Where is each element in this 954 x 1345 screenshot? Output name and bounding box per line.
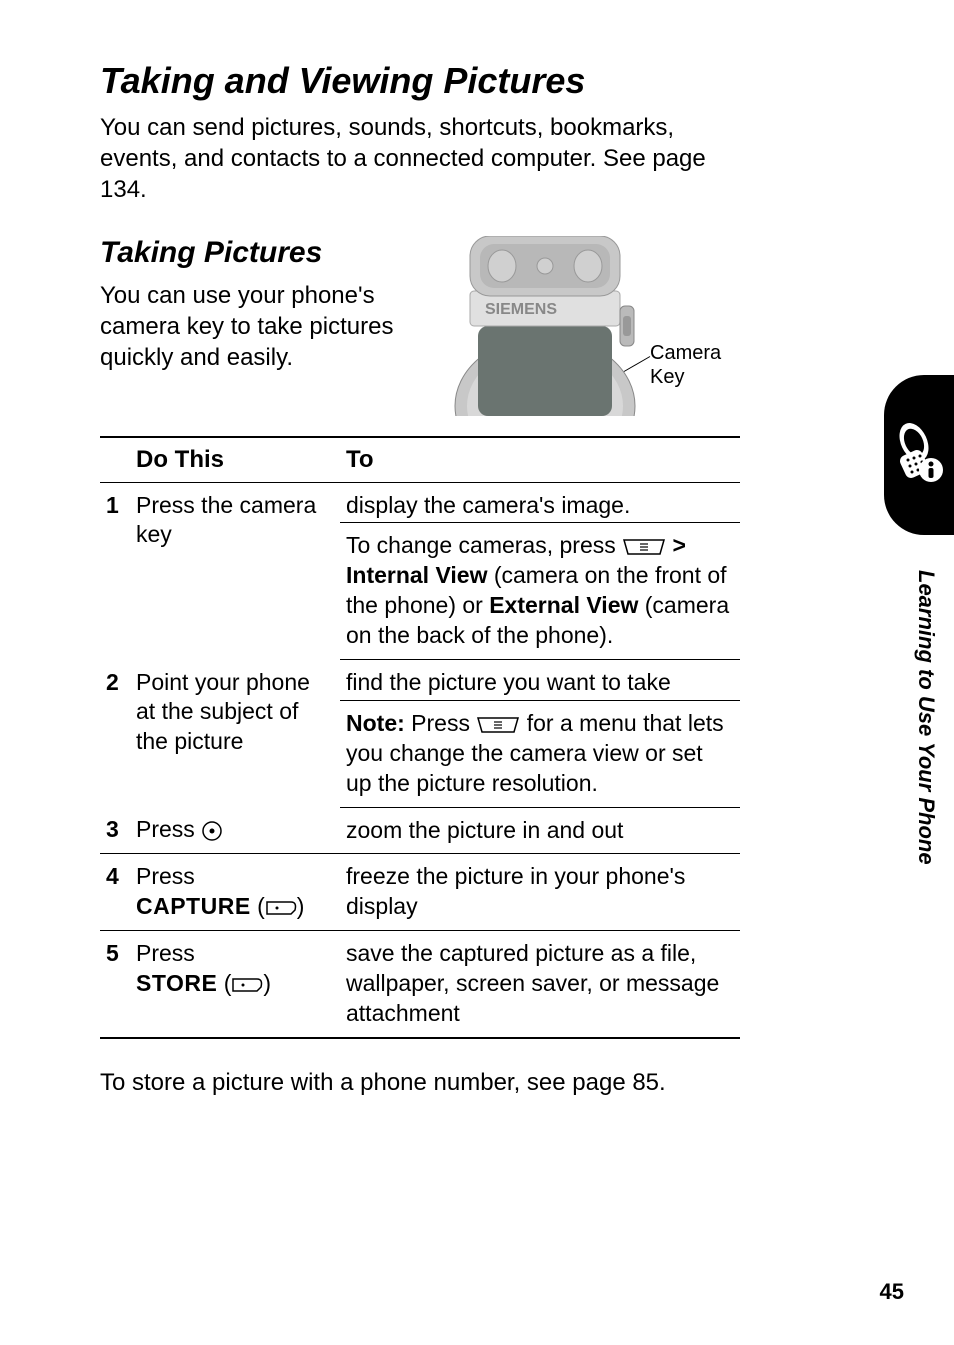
- chapter-label: Learning to Use Your Phone: [913, 570, 939, 865]
- nav-key-icon: [201, 820, 223, 842]
- phone-brand-text: SIEMENS: [485, 301, 557, 318]
- step-result-detail: Note: Press for a menu that lets you cha…: [340, 700, 740, 807]
- step-number: 4: [100, 854, 130, 931]
- text-fragment: Press: [405, 710, 477, 736]
- step-number: 3: [100, 807, 130, 854]
- step-number: 5: [100, 931, 130, 1038]
- instructions-table: Do This To 1 Press the camera key displa…: [100, 436, 740, 1039]
- camera-key-label: Camera Key: [650, 341, 721, 389]
- side-tab: [884, 375, 954, 535]
- camera-label-line2: Key: [650, 366, 684, 388]
- step-number: 1: [100, 482, 130, 659]
- text-fragment: Press: [136, 863, 195, 889]
- step-result: freeze the picture in your phone's displ…: [340, 854, 740, 931]
- table-row: 5 Press STORE () save the captured pictu…: [100, 931, 740, 1038]
- table-header-do: Do This: [130, 437, 340, 483]
- step-action: Point your phone at the subject of the p…: [130, 660, 340, 808]
- section-row: Taking Pictures You can use your phone's…: [100, 236, 720, 416]
- text-fragment: Press: [136, 816, 201, 842]
- section-title: Taking Pictures: [100, 236, 430, 270]
- table-row: 2 Point your phone at the subject of the…: [100, 660, 740, 701]
- table-row: 1 Press the camera key display the camer…: [100, 482, 740, 523]
- intro-paragraph: You can send pictures, sounds, shortcuts…: [100, 112, 720, 206]
- page-title: Taking and Viewing Pictures: [100, 60, 720, 102]
- section-text: Taking Pictures You can use your phone's…: [100, 236, 430, 374]
- step-number: 2: [100, 660, 130, 808]
- softkey-icon: [265, 900, 297, 916]
- step-action: Press CAPTURE (): [130, 854, 340, 931]
- step-result: display the camera's image.: [340, 482, 740, 523]
- page-number: 45: [880, 1279, 904, 1305]
- phone-info-icon: [894, 420, 944, 490]
- phone-illustration: SIEMENS: [450, 236, 650, 416]
- step-result: zoom the picture in and out: [340, 807, 740, 854]
- table-row: 3 Press zoom the picture in and out: [100, 807, 740, 854]
- menu-option: External View: [489, 592, 638, 618]
- note-label: Note:: [346, 710, 405, 736]
- step-action: Press: [130, 807, 340, 854]
- key-name: STORE: [136, 970, 217, 996]
- softkey-icon: [231, 977, 263, 993]
- step-action: Press STORE (): [130, 931, 340, 1038]
- page-content: Taking and Viewing Pictures You can send…: [0, 0, 760, 1137]
- camera-label-line1: Camera: [650, 342, 721, 364]
- step-result: save the captured picture as a file, wal…: [340, 931, 740, 1038]
- step-result: find the picture you want to take: [340, 660, 740, 701]
- menu-option: Internal View: [346, 562, 487, 588]
- footer-paragraph: To store a picture with a phone number, …: [100, 1069, 720, 1097]
- menu-key-icon: [476, 716, 520, 734]
- table-row: 4 Press CAPTURE () freeze the picture in…: [100, 854, 740, 931]
- step-result-detail: To change cameras, press > Internal View…: [340, 523, 740, 660]
- section-intro: You can use your phone's camera key to t…: [100, 280, 430, 374]
- table-header-to: To: [340, 437, 740, 483]
- text-fragment: To change cameras, press: [346, 532, 622, 558]
- step-action: Press the camera key: [130, 482, 340, 659]
- phone-figure: SIEMENS Camera Key: [450, 236, 720, 416]
- table-header-blank: [100, 437, 130, 483]
- menu-key-icon: [622, 538, 666, 556]
- text-fragment: Press: [136, 940, 195, 966]
- key-name: CAPTURE: [136, 893, 251, 919]
